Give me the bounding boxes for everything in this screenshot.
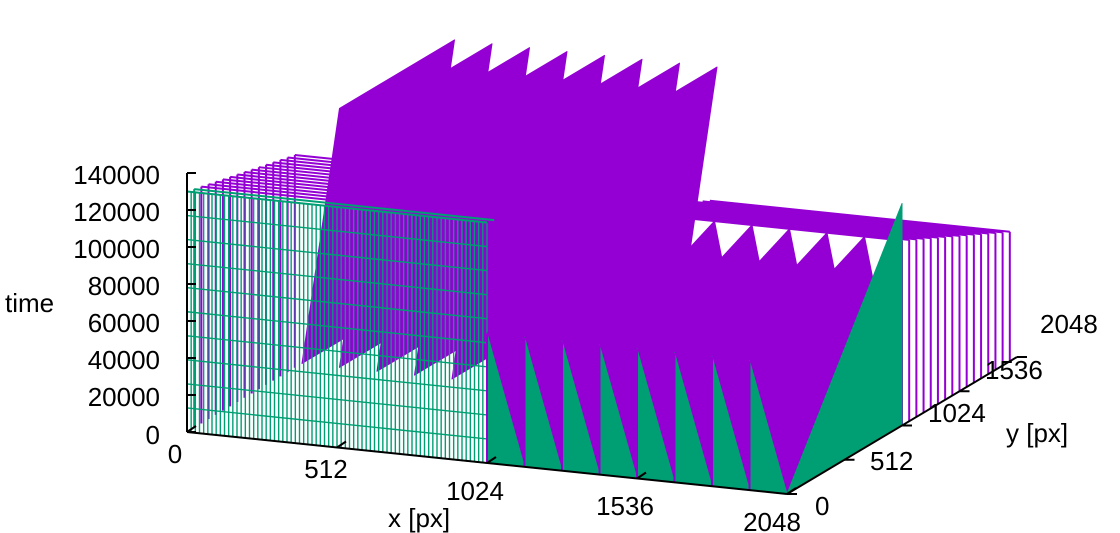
front-grid-row [186,287,488,320]
surface-row-line [194,188,495,222]
z-tick-label: 40000 [88,345,160,375]
surface-row-line [222,178,524,212]
surface-row-line [208,183,509,217]
axes-layer [186,172,1027,495]
front-grid-row [186,311,488,344]
surface-row-line [659,203,960,237]
surface-row-line [201,185,502,219]
z-ticks: 0 20000 40000 60000 80000 100000 120000 … [73,160,160,450]
y-tick-label: 1536 [985,355,1043,385]
surface-row-line [695,200,996,234]
x-tick-label: 1536 [596,491,654,521]
surface-layer [186,39,1011,495]
surface-row-line [273,161,574,195]
x-axis-label: x [px] [388,503,450,533]
z-tick-label: 80000 [88,271,160,301]
surface-row-line [251,168,552,202]
x-tick-label: 0 [168,439,182,469]
y-ticks: 0 512 1024 1536 2048 [815,309,1098,521]
surface-row-line [230,175,531,209]
z-tick-label: 120000 [73,197,160,227]
z-tick-label: 0 [146,420,160,450]
x-tick-mark [336,440,347,449]
x-tick-mark [786,487,797,495]
x-tick-label: 2048 [743,507,801,533]
front-grid-row [186,190,488,224]
surface-row-line [287,156,588,190]
surface-row-line [280,158,581,192]
surface-row-line [258,166,559,200]
surface-row-line [215,180,516,214]
surface-row-line [666,203,967,237]
surface-row-line [709,199,1010,233]
z-axis-label: time [5,288,54,318]
surface-row-line [244,171,545,205]
surface-row-line [294,154,595,188]
surface-row-line [680,202,982,236]
x-tick-mark [486,456,497,464]
z-tick-label: 100000 [73,234,160,264]
front-grid-row [186,335,488,368]
surface-row-line [702,200,1003,234]
front-grid-row [186,407,488,440]
x-tick-mark [636,471,647,480]
front-grid-row [186,238,488,272]
y-axis-label: y [px] [1006,418,1068,448]
z-tick-label: 20000 [88,382,160,412]
surface-row-line [673,202,974,236]
y-tick-label: 0 [815,491,829,521]
surface-row-line [265,163,567,197]
front-grid-row [186,359,488,392]
front-grid-row [186,383,488,416]
y-tick-label: 1024 [928,398,986,428]
x-ticks: 0 512 1024 1536 2048 [168,439,801,533]
surface-row-line [237,173,538,207]
x-tick-label: 1024 [446,476,504,506]
front-grid-row [186,214,488,248]
surface-row-line [688,201,989,235]
z-tick-label: 140000 [73,160,160,190]
y-tick-label: 2048 [1040,309,1098,339]
y-tick-label: 512 [870,446,913,476]
z-tick-label: 60000 [88,308,160,338]
x-tick-label: 512 [304,454,347,484]
front-grid-row [186,262,488,296]
